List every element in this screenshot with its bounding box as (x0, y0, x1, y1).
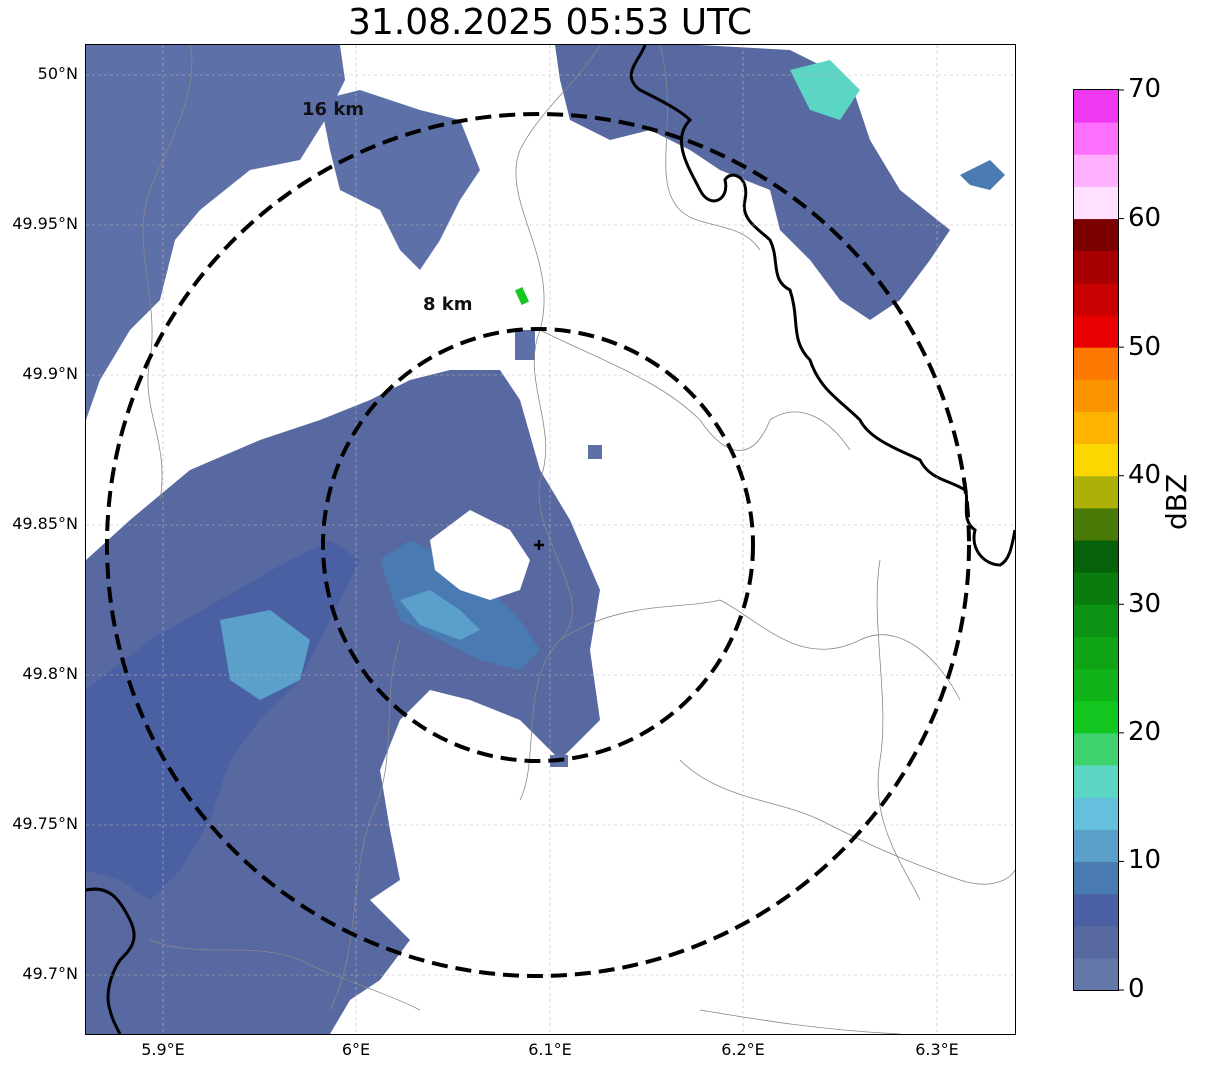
echo-cell (515, 330, 535, 360)
colorbar-tick-label: 60 (1128, 203, 1162, 233)
colorbar-segment (1074, 347, 1118, 380)
colorbar-segment (1074, 572, 1118, 605)
colorbar-segment (1074, 218, 1118, 252)
colorbar-segment (1074, 250, 1118, 284)
colorbar-tick-label: 30 (1128, 589, 1162, 619)
lon-label: 5.9°E (141, 1040, 185, 1059)
colorbar-segment (1074, 925, 1118, 959)
map-title: 31.08.2025 05:53 UTC (347, 2, 753, 43)
colorbar-segment (1074, 379, 1118, 412)
echo-cell-green (514, 287, 530, 305)
echo-area-light (220, 610, 310, 700)
colorbar-frame (1073, 89, 1119, 991)
colorbar-tick-label: 40 (1128, 460, 1162, 490)
colorbar-segment (1074, 122, 1118, 155)
precipitation-echoes (86, 45, 1005, 1034)
lat-label: 49.9°N (22, 364, 78, 383)
colorbar-unit-label: dBZ (1160, 473, 1193, 530)
lon-label: 6.3°E (915, 1040, 959, 1059)
colorbar-segment (1074, 604, 1118, 637)
colorbar-segment (1074, 90, 1118, 123)
colorbar-segment (1074, 186, 1118, 220)
colorbar-segment (1074, 893, 1118, 927)
colorbar-tick-label: 10 (1128, 845, 1162, 875)
colorbar-segment (1074, 700, 1118, 734)
colorbar-segment (1074, 282, 1118, 316)
echo-area-west (86, 45, 345, 420)
rivers (142, 45, 1015, 1034)
echo-hole (430, 510, 530, 600)
map-frame (85, 44, 1016, 1035)
lat-label: 49.7°N (22, 964, 78, 983)
echo-area-cyan (400, 590, 480, 640)
lon-label: 6.2°E (721, 1040, 765, 1059)
colorbar-tick-label: 0 (1128, 974, 1145, 1004)
colorbar-segment (1074, 765, 1118, 798)
range-rings (105, 112, 971, 978)
ring-label-8km: 8 km (423, 294, 473, 315)
colorbar-tick-label: 70 (1128, 74, 1162, 104)
echo-area-northeast (555, 45, 950, 320)
ring-8km (321, 327, 755, 763)
gridlines (86, 45, 1015, 1034)
lat-label: 49.85°N (12, 514, 78, 533)
colorbar-segment (1074, 475, 1118, 509)
lon-label: 6°E (341, 1040, 371, 1059)
colorbar-segment (1074, 732, 1118, 766)
colorbar-segment (1074, 540, 1118, 573)
colorbar-tick-label: 50 (1128, 332, 1162, 362)
echo-area-core (380, 540, 540, 670)
colorbar-segment (1074, 957, 1118, 991)
colorbar (1074, 89, 1124, 991)
colorbar-segment (1074, 315, 1118, 348)
colorbar-segment (1074, 507, 1118, 541)
lat-label: 49.8°N (22, 664, 78, 683)
colorbar-segment (1074, 411, 1118, 445)
ring-16km (105, 112, 971, 978)
colorbar-segment (1074, 443, 1118, 477)
colorbar-tick-label: 20 (1128, 717, 1162, 747)
colorbar-segment (1074, 861, 1118, 895)
echo-area-ne-small (960, 160, 1005, 190)
lat-label: 49.95°N (12, 214, 78, 233)
colorbar-segment (1074, 154, 1118, 187)
lat-label: 49.75°N (12, 814, 78, 833)
lat-label: 50°N (37, 64, 78, 83)
radar-site-marker (534, 540, 544, 550)
lon-label: 6.1°E (528, 1040, 572, 1059)
colorbar-segment (1074, 636, 1118, 670)
colorbar-segment (1074, 797, 1118, 830)
colorbar-segment (1074, 829, 1118, 862)
ring-label-16km: 16 km (302, 99, 365, 120)
echo-cell (588, 445, 602, 459)
colorbar-segment (1074, 668, 1118, 702)
